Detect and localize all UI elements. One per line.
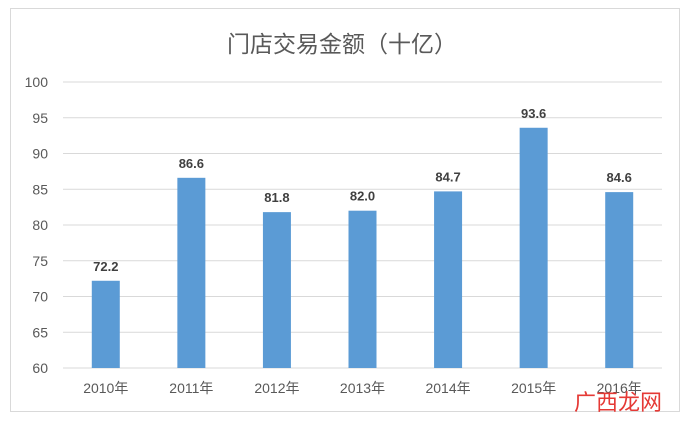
x-tick-label: 2014年 xyxy=(425,380,470,396)
data-label: 82.0 xyxy=(350,189,375,204)
y-tick-label: 85 xyxy=(32,181,48,197)
x-tick-label: 2013年 xyxy=(340,380,385,396)
gridlines xyxy=(63,81,662,369)
data-label: 84.7 xyxy=(435,169,460,184)
x-tick-label: 2015年 xyxy=(511,380,556,396)
bar-2010年 xyxy=(91,280,120,368)
y-tick-label: 60 xyxy=(32,360,48,376)
data-label: 86.6 xyxy=(179,156,204,171)
bar-2015年 xyxy=(519,127,548,368)
y-tick-label: 80 xyxy=(32,217,48,233)
y-axis-ticks: 60 65 70 75 80 85 90 95 100 xyxy=(25,74,49,376)
data-label: 72.2 xyxy=(93,259,118,274)
bar-2014年 xyxy=(434,191,463,368)
x-tick-label: 2016年 xyxy=(597,380,642,396)
y-tick-label: 70 xyxy=(32,289,48,305)
y-tick-label: 95 xyxy=(32,110,48,126)
chart-frame xyxy=(10,8,680,412)
data-label: 93.6 xyxy=(521,106,546,121)
data-label: 81.8 xyxy=(264,190,289,205)
watermark-logo: 广西龙网 xyxy=(574,391,662,416)
x-tick-label: 2010年 xyxy=(83,380,128,396)
chart-title: 门店交易金额（十亿） xyxy=(227,32,457,58)
y-tick-label: 90 xyxy=(32,146,48,162)
bar-2013年 xyxy=(348,210,377,368)
y-tick-label: 65 xyxy=(32,324,48,340)
bar-2011年 xyxy=(177,177,206,368)
data-labels: 72.2 86.6 81.8 82.0 84.7 93.6 84.6 xyxy=(93,106,632,274)
bar-2016年 xyxy=(605,192,634,368)
data-label: 84.6 xyxy=(607,170,632,185)
x-tick-label: 2011年 xyxy=(169,380,213,396)
bar-2012年 xyxy=(262,212,291,368)
x-tick-label: 2012年 xyxy=(254,380,299,396)
y-tick-label: 100 xyxy=(25,74,49,90)
bars xyxy=(91,127,634,368)
x-axis-ticks: 2010年 2011年 2012年 2013年 2014年 2015年 2016年 xyxy=(83,380,642,396)
y-tick-label: 75 xyxy=(32,253,48,269)
